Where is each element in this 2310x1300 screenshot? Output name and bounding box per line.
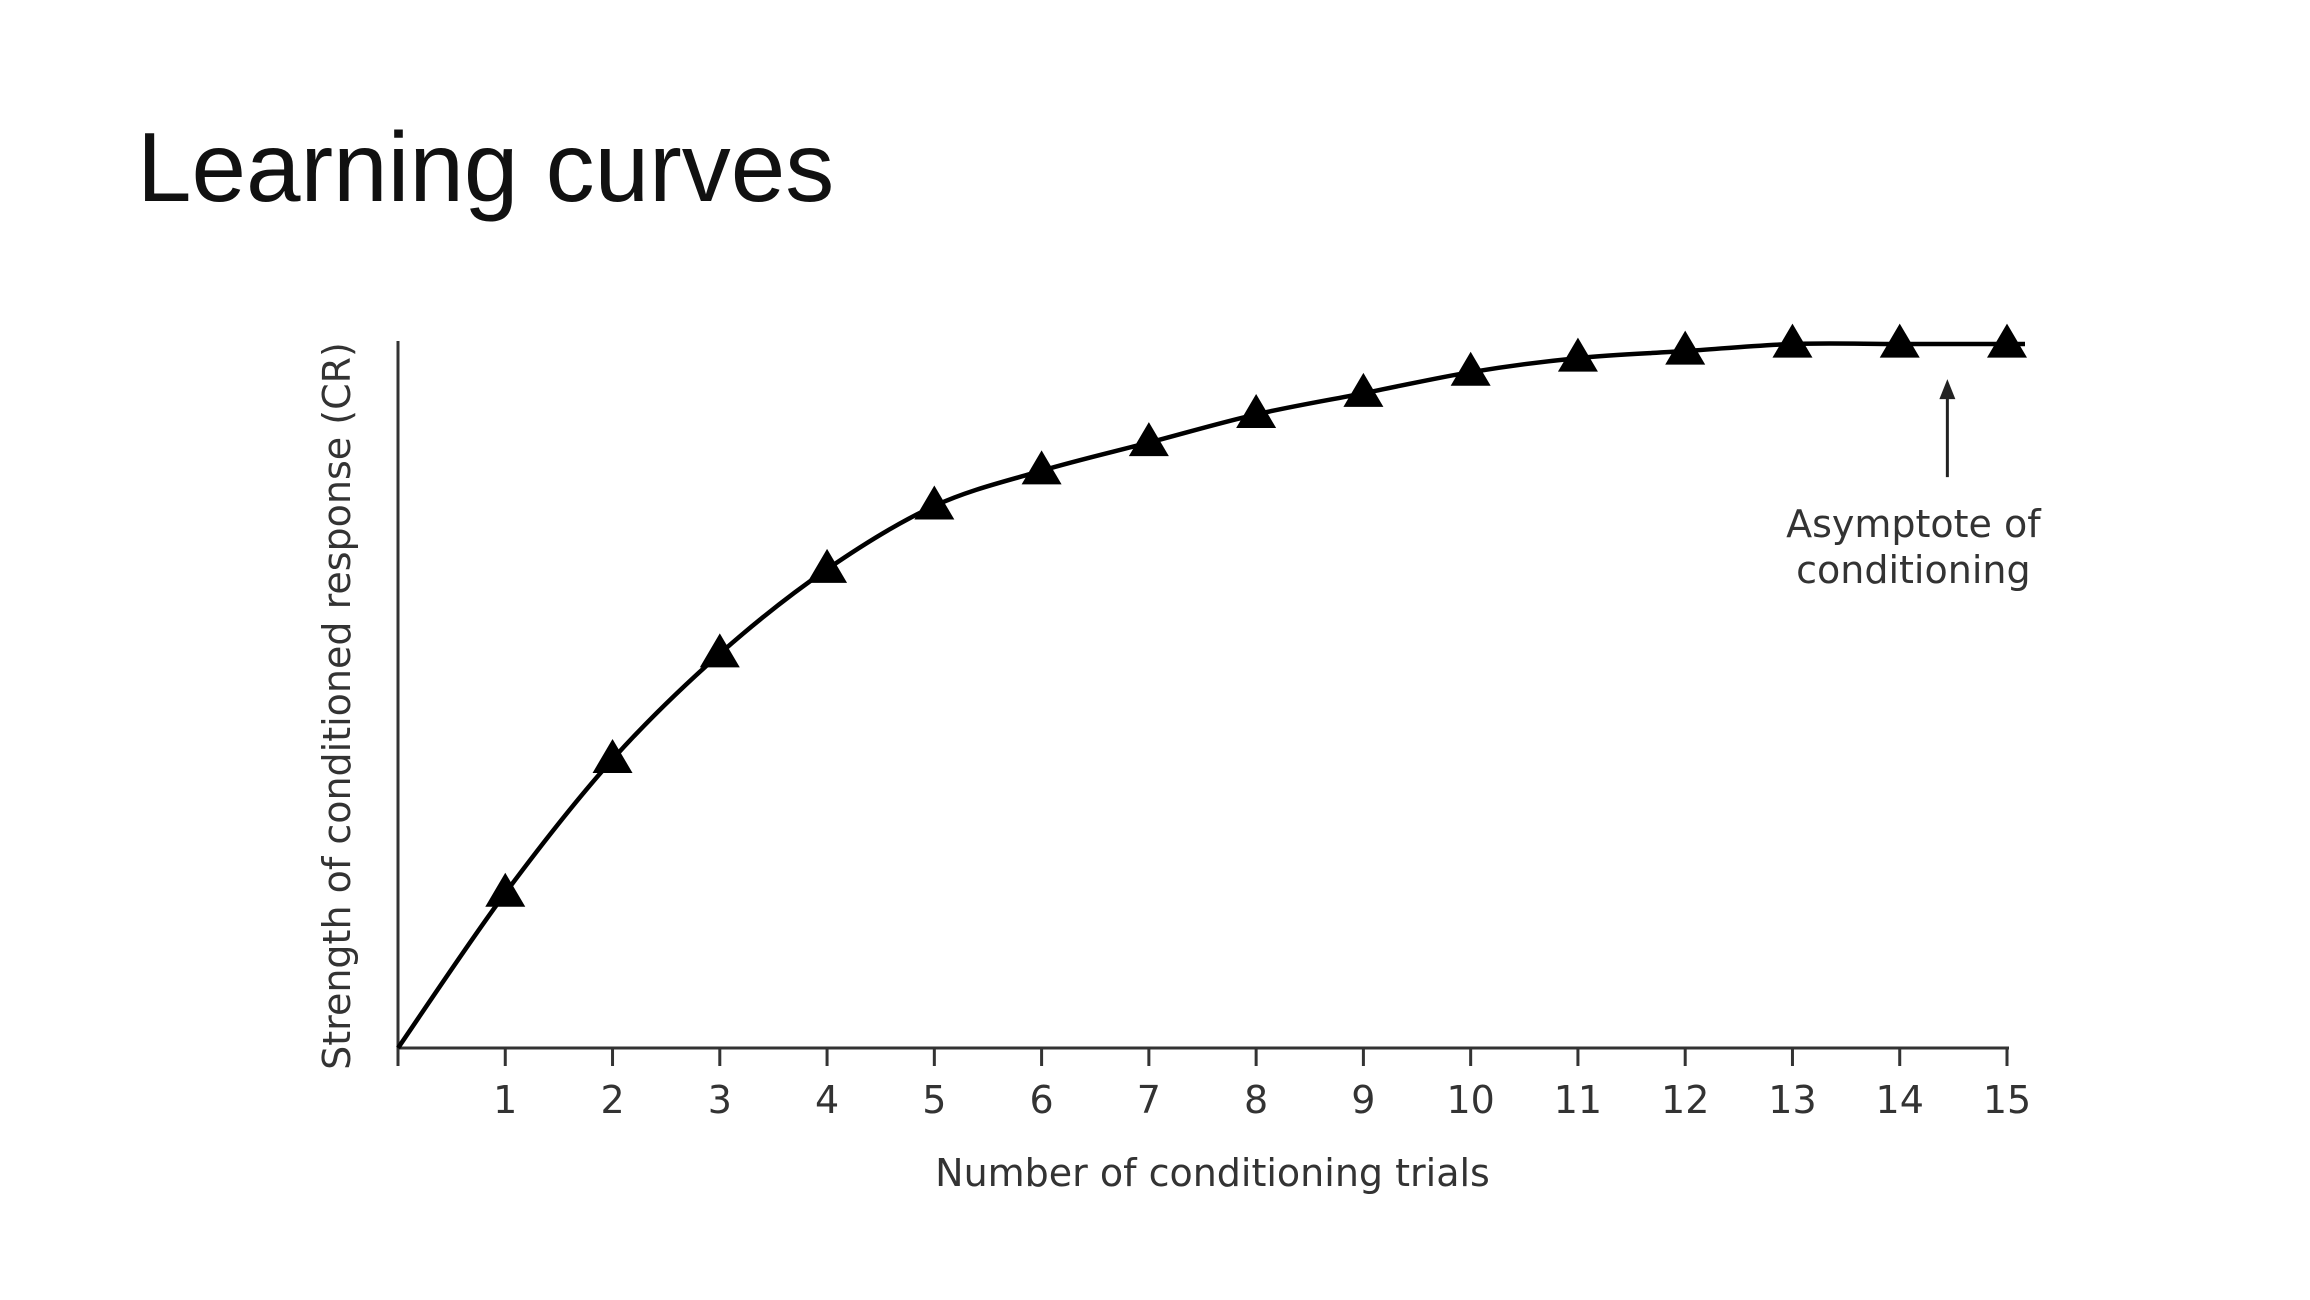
x-tick-label: 6 — [1030, 1078, 1054, 1122]
y-axis-label: Strength of conditioned response (CR) — [315, 342, 359, 1070]
x-tick-label: 2 — [600, 1078, 624, 1122]
asymptote-arrow-head — [1939, 379, 1956, 400]
x-ticks: 1 2 3 4 5 6 7 8 9 10 11 12 13 14 15 — [396, 1048, 2031, 1122]
learning-curve-line — [396, 341, 2025, 1050]
asymptote-label-line: conditioning — [1796, 548, 2030, 592]
data-point-triangle — [1557, 337, 1598, 372]
x-tick-label: 10 — [1446, 1078, 1494, 1122]
data-point-triangle — [1665, 330, 1706, 365]
data-point-triangle — [1450, 351, 1491, 386]
x-tick-label: 4 — [815, 1078, 839, 1122]
data-point-triangle — [1772, 323, 1813, 358]
x-tick-label: 14 — [1876, 1078, 1924, 1122]
data-point-triangle — [1343, 372, 1384, 407]
slide-title: Learning curves — [137, 112, 835, 222]
x-tick-label: 7 — [1137, 1078, 1161, 1122]
data-point-triangle — [592, 738, 633, 773]
x-tick-label: 12 — [1661, 1078, 1709, 1122]
x-tick-label: 9 — [1351, 1078, 1375, 1122]
asymptote-label-line: Asymptote of — [1786, 502, 2042, 546]
x-axis-label: Number of conditioning trials — [935, 1151, 1490, 1195]
x-tick-label: 5 — [922, 1078, 946, 1122]
x-tick-label: 13 — [1768, 1078, 1816, 1122]
data-point-triangle — [485, 872, 526, 907]
data-point-triangle — [914, 485, 955, 520]
chart-axes — [396, 341, 2009, 1050]
data-point-triangle — [807, 548, 848, 583]
data-point-triangle — [1021, 450, 1062, 485]
x-tick-label: 8 — [1244, 1078, 1268, 1122]
data-point-triangle — [699, 633, 740, 668]
x-tick-label: 11 — [1554, 1078, 1602, 1122]
data-point-triangle — [1128, 422, 1169, 457]
data-markers — [485, 323, 2027, 907]
x-tick-label: 15 — [1983, 1078, 2031, 1122]
x-tick-label: 3 — [708, 1078, 732, 1122]
data-point-triangle — [1236, 394, 1277, 428]
x-tick-label: 1 — [493, 1078, 517, 1122]
data-point-triangle — [1987, 323, 2027, 358]
data-point-triangle — [1879, 323, 1920, 358]
